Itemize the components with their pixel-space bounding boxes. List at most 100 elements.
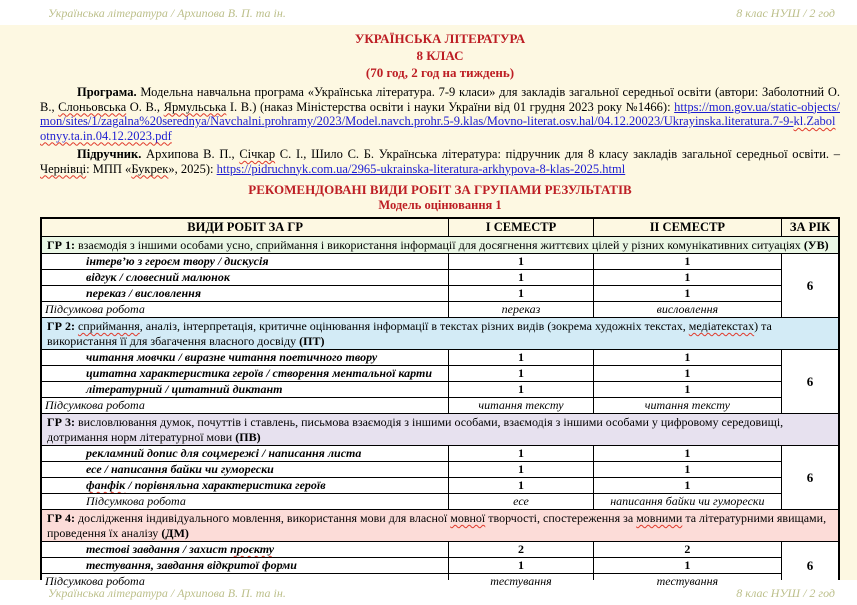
summary-row: Підсумкова робота читання тексту читання т… <box>40 397 839 414</box>
work-item-name-cell: тестування, завдання відкритої форми <box>40 557 450 574</box>
year-total-cell: 6 <box>781 349 840 414</box>
summary-label-cell: Підсумкова робота <box>40 397 450 414</box>
footer-right-text: 8 клас НУШ / 2 год <box>736 586 835 600</box>
semester1-count-cell: 1 <box>448 477 594 494</box>
text-segment: проєкту <box>230 542 275 557</box>
summary-semester1-cell: читання тексту <box>448 397 594 414</box>
semester2-count-cell: 1 <box>592 381 783 398</box>
semester1-count-cell: 1 <box>448 349 594 366</box>
semester1-count-cell: 1 <box>448 381 594 398</box>
table-header-row: ВИДИ РОБІТ ЗА ГР І СЕМЕСТР ІІ СЕМЕСТР ЗА РІ… <box>40 217 840 237</box>
text-segment: Січкар <box>239 147 276 161</box>
table-head: ВИДИ РОБІТ ЗА ГР І СЕМЕСТР ІІ СЕМЕСТР ЗА РІ… <box>40 217 840 237</box>
header-left-text: Українська література / Архипова В. П. т… <box>48 6 286 20</box>
header-right-text: 8 клас НУШ / 2 год <box>736 6 835 20</box>
summary-row: Підсумкова робота есе написання байки чи г… <box>40 493 839 510</box>
text-segment: (ПТ) <box>299 333 325 348</box>
column-header: І СЕМЕСТР <box>448 217 594 237</box>
textbook-paragraph: Підручник. Архипова В. П., Січкар С. І.,… <box>40 147 840 176</box>
text-segment: сприймання <box>77 319 140 333</box>
work-item-name-cell: цитатна характеристика героїв / створенн… <box>40 365 450 382</box>
text-segment: читання мовчки / виразне читання поетичн… <box>86 350 378 365</box>
semester2-count-cell: 1 <box>592 445 783 462</box>
text-segment: літературний / цитатний диктант <box>86 382 283 397</box>
work-item-name-cell: відгук / словесний малюнок <box>40 269 450 286</box>
group-band-cell: ГР 2: сприймання, аналіз, інтерпретація,… <box>40 317 840 350</box>
text-segment: відгук / словесний малюнок <box>86 270 230 285</box>
text-segment: Ярмульська <box>163 99 227 114</box>
text-segment: С. І., Шило С. Б. Українська література:… <box>275 147 840 161</box>
text-segment: та літературними явищами, проведення їх … <box>47 511 827 540</box>
column-header: ЗА РІК <box>781 217 840 237</box>
text-segment: (ПВ) <box>235 429 261 444</box>
text-segment: Слоньовська <box>58 99 127 114</box>
group-band-row: ГР 4: дослідження індивідуального мовлен… <box>40 509 840 542</box>
text-segment: ) та використання її для збагачення влас… <box>47 319 772 348</box>
semester1-count-cell: 1 <box>448 269 594 286</box>
program-link-tail[interactable]: kl.Zabolotnyy.ta.in.04.12.2023.pdf <box>40 114 836 143</box>
text-segment: Чернівці <box>40 161 87 176</box>
group-band-cell: ГР 1: взаємодія з іншими особами усно, с… <box>40 235 840 254</box>
text-segment: О. В., <box>126 99 164 114</box>
text-segment: дослідження індивідуального мовлення, ви… <box>74 511 451 525</box>
page-header: Українська література / Архипова В. П. т… <box>0 0 857 25</box>
program-link[interactable]: https://mon.gov.ua/static-objects/mon/si… <box>40 99 840 129</box>
work-item-row: літературний / цитатний диктант 1 1 <box>40 381 839 398</box>
text-segment: Підручник. <box>77 147 142 161</box>
text-segment: взаємодія з іншими особами усно, сприйма… <box>74 237 804 252</box>
textbook-link[interactable]: https://pidruchnyk.com.ua/2965-ukrainska… <box>216 161 626 176</box>
text-segment: інтерв’ю з героєм твору / дискусія <box>86 254 269 269</box>
semester1-count-cell: 1 <box>448 445 594 462</box>
text-segment: (УВ) <box>803 237 829 252</box>
summary-semester1-cell: есе <box>448 493 594 510</box>
text-segment: ГР 1: <box>47 237 75 252</box>
summary-label-cell: Підсумкова робота <box>40 301 450 318</box>
text-segment: / порівняльна характеристика героїв <box>125 478 326 493</box>
semester2-count-cell: 1 <box>592 285 783 302</box>
summary-row: Підсумкова робота переказ висловлення <box>40 301 839 318</box>
text-segment: тестування, завдання відкритої форми <box>86 558 297 573</box>
work-item-row: інтерв’ю з героєм твору / дискусія 1 1 6 <box>40 253 840 318</box>
text-segment: висловлювання думок, почуттів і ставлень… <box>47 415 784 444</box>
text-segment: фанфік <box>86 478 126 493</box>
work-item-name-cell: есе / написання байки чи гуморески <box>40 461 450 478</box>
work-item-row: тестування, завдання відкритої форми 1 1 <box>40 557 839 574</box>
text-segment: Модельна навчальна програма «Українська … <box>40 85 840 114</box>
work-types-table: ВИДИ РОБІТ ЗА ГР І СЕМЕСТР ІІ СЕМЕСТР ЗА РІ… <box>40 217 840 591</box>
group-band-cell: ГР 4: дослідження індивідуального мовлен… <box>40 509 840 542</box>
work-item-row: читання мовчки / виразне читання поетичн… <box>40 349 840 414</box>
footer-left-text: Українська література / Архипова В. П. т… <box>48 586 286 600</box>
semester2-count-cell: 1 <box>592 269 783 286</box>
text-segment: мовної <box>450 511 486 525</box>
semester2-count-cell: 1 <box>592 477 783 494</box>
work-item-name-cell: фанфік / порівняльна характеристика геро… <box>40 477 450 494</box>
work-item-row: переказ / висловлення 1 1 <box>40 285 839 302</box>
text-segment: тестові завдання / захист <box>86 542 231 557</box>
work-item-name-cell: літературний / цитатний диктант <box>40 381 450 398</box>
group-band-cell: ГР 3: висловлювання думок, почуттів і ст… <box>40 413 840 446</box>
text-segment: Букрек <box>131 161 169 176</box>
work-item-row: фанфік / порівняльна характеристика геро… <box>40 477 839 494</box>
summary-semester2-cell: висловлення <box>592 301 783 318</box>
work-item-name-cell: рекламний допис для соцмережі / написанн… <box>40 445 450 462</box>
group-band-row: ГР 2: сприймання, аналіз, інтерпретація,… <box>40 317 840 350</box>
work-item-name-cell: інтерв’ю з героєм твору / дискусія <box>40 253 450 270</box>
text-segment: есе / написання байки чи гуморески <box>86 462 274 477</box>
text-segment: (ДМ) <box>161 525 189 540</box>
group-band-row: ГР 1: взаємодія з іншими особами усно, с… <box>40 235 840 254</box>
text-segment: І. В.) (наказ Міністерства освіти і наук… <box>226 99 675 114</box>
text-segment: ГР 3: <box>47 415 75 429</box>
section-heading: РЕКОМЕНДОВАНІ ВИДИ РОБІТ ЗА ГРУПАМИ РЕЗУ… <box>248 182 632 197</box>
text-segment: мовними <box>636 511 683 525</box>
column-header: ВИДИ РОБІТ ЗА ГР <box>40 217 450 237</box>
document-body: УКРАЇНСЬКА ЛІТЕРАТУРА 8 КЛАС (70 год, 2 … <box>0 25 857 591</box>
title-line-hours: (70 год, 2 год на тиждень) <box>365 65 515 80</box>
semester1-count-cell: 1 <box>448 285 594 302</box>
text-segment: цитатна характеристика героїв / створенн… <box>86 366 433 381</box>
text-segment: Програма. <box>77 85 137 99</box>
text-segment: : МПП « <box>86 161 132 176</box>
text-segment: ГР 4: <box>47 511 75 525</box>
text-segment: Архипова В. П., <box>141 147 240 161</box>
semester2-count-cell: 1 <box>592 461 783 478</box>
